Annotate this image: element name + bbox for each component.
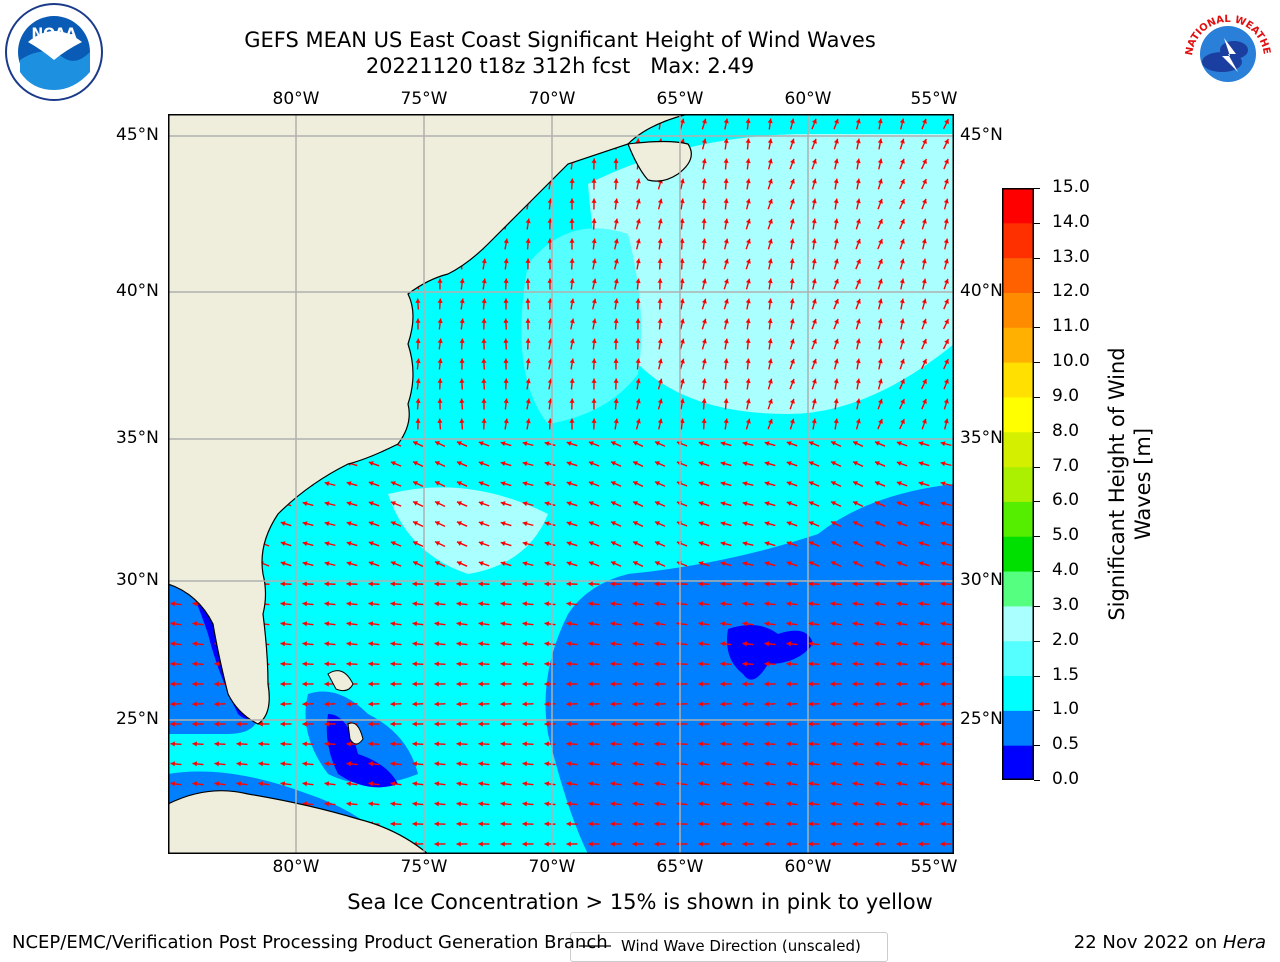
colorbar-tick-label: 2.0 xyxy=(1052,630,1079,650)
lat-label-left: 45°N xyxy=(116,125,159,145)
colorbar-tick-mark xyxy=(1034,327,1040,328)
lat-label-left: 40°N xyxy=(116,281,159,301)
footer-right: 22 Nov 2022 on Hera xyxy=(1074,932,1266,953)
lat-label-left: 35°N xyxy=(116,428,159,448)
colorbar-segment xyxy=(1002,292,1034,327)
noaa-logo-text: NOAA xyxy=(32,26,77,42)
title-line1: GEFS MEAN US East Coast Significant Heig… xyxy=(244,28,876,52)
colorbar-tick-mark xyxy=(1034,188,1040,189)
colorbar-segment xyxy=(1002,676,1034,711)
colorbar-tick-mark xyxy=(1034,780,1040,781)
colorbar-tick-mark xyxy=(1034,606,1040,607)
lon-label-top: 60°W xyxy=(773,89,843,109)
colorbar-segment xyxy=(1002,745,1034,780)
colorbar-label: Significant Height of Wind Waves [m] xyxy=(1104,334,1156,634)
colorbar-tick-mark xyxy=(1034,292,1040,293)
colorbar-tick-mark xyxy=(1034,571,1040,572)
lon-label-top: 65°W xyxy=(645,89,715,109)
footer-date: 22 Nov 2022 on xyxy=(1074,932,1223,953)
colorbar-segment xyxy=(1002,501,1034,536)
colorbar-tick-label: 15.0 xyxy=(1052,177,1090,197)
map-subtitle: 20221120 t18z 312h fcst Max: 2.49 xyxy=(160,53,960,79)
colorbar-tick-mark xyxy=(1034,501,1040,502)
colorbar-tick-label: 9.0 xyxy=(1052,386,1079,406)
colorbar-segment xyxy=(1002,710,1034,745)
colorbar-tick-label: 3.0 xyxy=(1052,595,1079,615)
colorbar-segment xyxy=(1002,467,1034,502)
ice-note: Sea Ice Concentration > 15% is shown in … xyxy=(0,890,1280,914)
map-title: GEFS MEAN US East Coast Significant Heig… xyxy=(160,27,960,53)
colorbar-segment xyxy=(1002,258,1034,293)
colorbar-tick-mark xyxy=(1034,745,1040,746)
colorbar-segment xyxy=(1002,432,1034,467)
colorbar-tick-label: 11.0 xyxy=(1052,316,1090,336)
ice-note-text: Sea Ice Concentration > 15% is shown in … xyxy=(347,890,933,914)
colorbar-segment xyxy=(1002,536,1034,571)
lat-label-right: 30°N xyxy=(960,570,1003,590)
lon-label-bottom: 80°W xyxy=(261,857,331,877)
nws-logo: NATIONAL WEATHER SERVICE xyxy=(1178,2,1278,106)
colorbar-tick-mark xyxy=(1034,432,1040,433)
colorbar-tick-label: 7.0 xyxy=(1052,456,1079,476)
colorbar-tick-label: 12.0 xyxy=(1052,281,1090,301)
colorbar-tick-label: 6.0 xyxy=(1052,490,1079,510)
colorbar-segment xyxy=(1002,397,1034,432)
colorbar-tick-label: 5.0 xyxy=(1052,525,1079,545)
colorbar xyxy=(1002,188,1034,780)
colorbar-tick-mark xyxy=(1034,641,1040,642)
lon-label-bottom: 70°W xyxy=(517,857,587,877)
footer-host: Hera xyxy=(1223,932,1266,953)
colorbar-tick-label: 0.0 xyxy=(1052,769,1079,789)
colorbar-tick-label: 8.0 xyxy=(1052,421,1079,441)
colorbar-tick-label: 4.0 xyxy=(1052,560,1079,580)
lon-label-bottom: 75°W xyxy=(389,857,459,877)
lat-label-right: 35°N xyxy=(960,428,1003,448)
colorbar-tick-mark xyxy=(1034,467,1040,468)
map-legend: Wind Wave Direction (unscaled) xyxy=(570,932,888,962)
colorbar-tick-mark xyxy=(1034,710,1040,711)
colorbar-tick-mark xyxy=(1034,536,1040,537)
colorbar-segment xyxy=(1002,327,1034,362)
title-line2: 20221120 t18z 312h fcst xyxy=(366,54,630,78)
lon-label-top: 80°W xyxy=(261,89,331,109)
map-area: Wind Wave Direction (unscaled) xyxy=(168,114,954,854)
colorbar-tick-mark xyxy=(1034,362,1040,363)
lat-label-left: 25°N xyxy=(116,709,159,729)
lat-label-right: 25°N xyxy=(960,709,1003,729)
lon-label-bottom: 60°W xyxy=(773,857,843,877)
lat-label-left: 30°N xyxy=(116,570,159,590)
colorbar-tick-label: 14.0 xyxy=(1052,212,1090,232)
colorbar-label-line1: Significant Height of Wind xyxy=(1104,334,1130,634)
colorbar-tick-mark xyxy=(1034,397,1040,398)
lat-label-right: 45°N xyxy=(960,125,1003,145)
lon-label-bottom: 65°W xyxy=(645,857,715,877)
colorbar-segment xyxy=(1002,362,1034,397)
colorbar-label-line2: Waves [m] xyxy=(1130,334,1156,634)
lon-label-bottom: 55°W xyxy=(899,857,969,877)
colorbar-tick-label: 1.0 xyxy=(1052,699,1079,719)
colorbar-tick-label: 13.0 xyxy=(1052,247,1090,267)
colorbar-tick-mark xyxy=(1034,258,1040,259)
colorbar-segment xyxy=(1002,223,1034,258)
noaa-logo: NOAA xyxy=(4,2,104,106)
colorbar-tick-label: 0.5 xyxy=(1052,734,1079,754)
colorbar-tick-label: 10.0 xyxy=(1052,351,1090,371)
lat-label-right: 40°N xyxy=(960,281,1003,301)
colorbar-segment xyxy=(1002,606,1034,641)
lon-label-top: 55°W xyxy=(899,89,969,109)
colorbar-tick-mark xyxy=(1034,223,1040,224)
colorbar-segment xyxy=(1002,641,1034,676)
lon-label-top: 70°W xyxy=(517,89,587,109)
colorbar-segment xyxy=(1002,188,1034,223)
colorbar-tick-label: 1.5 xyxy=(1052,665,1079,685)
legend-label: Wind Wave Direction (unscaled) xyxy=(621,937,861,955)
title-max: Max: 2.49 xyxy=(650,54,754,78)
footer-left: NCEP/EMC/Verification Post Processing Pr… xyxy=(12,932,608,953)
colorbar-segment xyxy=(1002,571,1034,606)
colorbar-tick-mark xyxy=(1034,676,1040,677)
lon-label-top: 75°W xyxy=(389,89,459,109)
